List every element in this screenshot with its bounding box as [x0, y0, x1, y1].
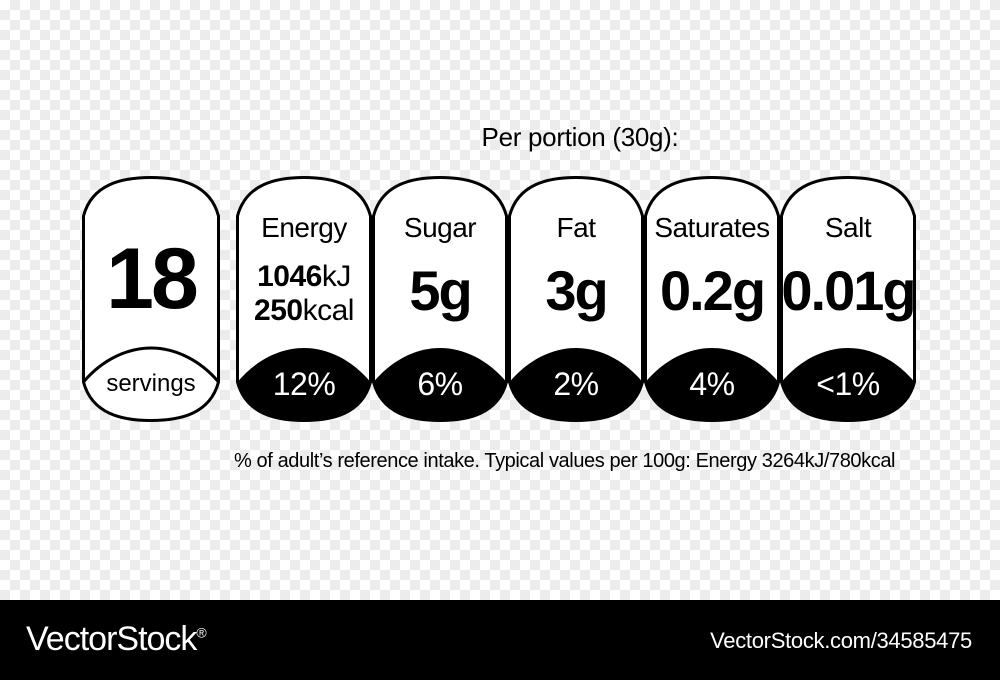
nutrient-card-saturates: Saturates 0.2g 4%	[644, 175, 780, 423]
sugar-name: Sugar	[403, 212, 477, 243]
servings-card: 18 servings	[82, 175, 220, 423]
fat-name: Fat	[556, 212, 596, 243]
fat-amount: 3g	[545, 259, 608, 322]
energy-name: Energy	[261, 212, 347, 243]
energy-kj-value: 1046	[257, 260, 322, 293]
energy-kj-unit: kJ	[321, 260, 352, 293]
saturates-percent: 4%	[689, 366, 735, 402]
watermark-brand-text: VectorStock	[26, 620, 197, 658]
nutrient-card-fat: Fat 3g 2%	[508, 175, 644, 423]
energy-kcal-unit: kcal	[302, 294, 355, 327]
energy-percent: 12%	[272, 366, 336, 402]
sugar-amount: 5g	[409, 259, 472, 322]
nutrition-label: 18 servings Energy 1046kJ 250kcal 12% Su…	[82, 175, 917, 423]
nutrient-card-sugar: Sugar 5g 6%	[372, 175, 508, 423]
fat-card-frame	[508, 175, 644, 423]
salt-card-frame	[780, 175, 916, 423]
energy-values: 1046kJ 250kcal	[236, 260, 372, 328]
servings-card-frame	[82, 175, 220, 423]
saturates-card-frame	[644, 175, 780, 423]
energy-kcal-line: 250kcal	[236, 294, 372, 328]
watermark-brand: VectorStock®	[26, 620, 207, 659]
energy-kj-line: 1046kJ	[236, 260, 372, 294]
watermark-bar: VectorStock® VectorStock.com/34585475	[0, 600, 1000, 680]
energy-kcal-value: 250	[254, 294, 303, 327]
reference-intake-footnote: % of adult’s reference intake. Typical v…	[234, 450, 896, 472]
sugar-card-frame	[372, 175, 508, 423]
servings-label: servings	[106, 370, 196, 397]
nutrient-card-salt: Salt 0.01g <1%	[780, 175, 917, 423]
saturates-name: Saturates	[654, 212, 770, 243]
watermark-site-id: VectorStock.com/34585475	[710, 628, 972, 653]
salt-name: Salt	[824, 212, 872, 243]
fat-percent: 2%	[553, 366, 599, 402]
saturates-amount: 0.2g	[659, 259, 766, 322]
portion-title: Per portion (30g):	[481, 122, 679, 152]
salt-amount: 0.01g	[781, 259, 916, 322]
salt-percent: <1%	[816, 366, 880, 402]
energy-card-frame	[236, 175, 372, 423]
registered-mark: ®	[196, 624, 206, 641]
servings-count: 18	[106, 231, 199, 327]
sugar-percent: 6%	[417, 366, 463, 402]
nutrient-card-energy: Energy 1046kJ 250kcal 12%	[236, 175, 372, 423]
